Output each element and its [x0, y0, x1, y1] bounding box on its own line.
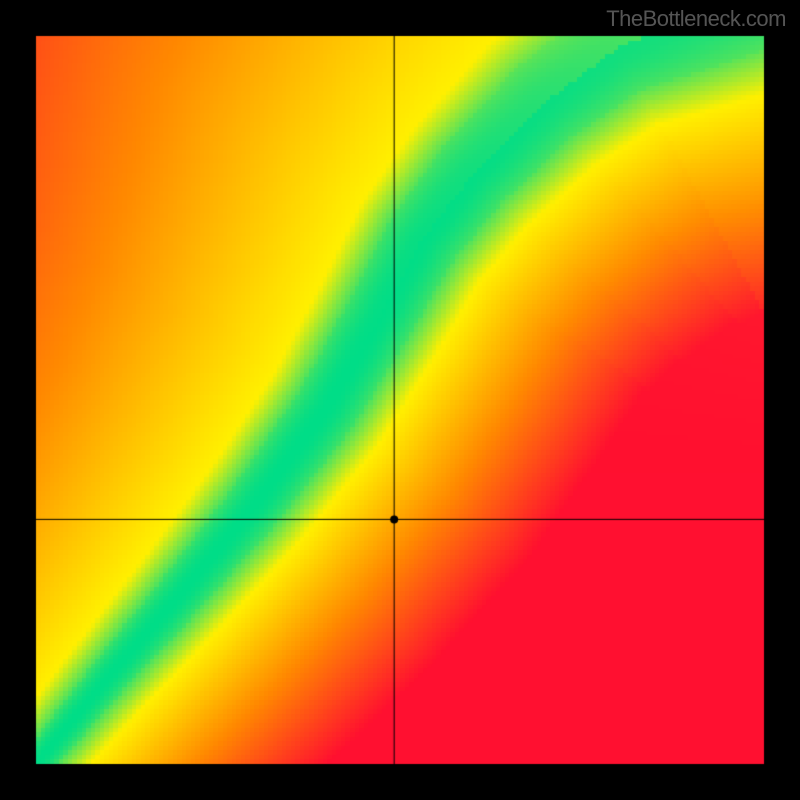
watermark-text: TheBottleneck.com — [606, 6, 786, 32]
chart-container: TheBottleneck.com — [0, 0, 800, 800]
heatmap-canvas — [0, 0, 800, 800]
